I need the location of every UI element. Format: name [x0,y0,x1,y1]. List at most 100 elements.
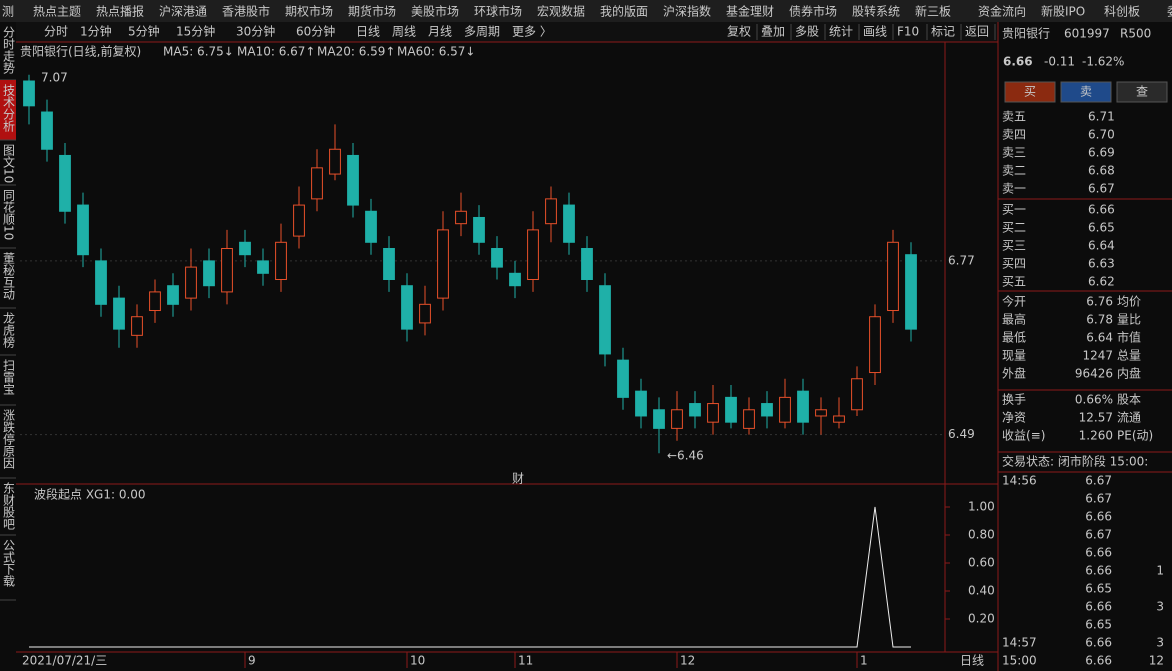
candle-body [761,403,773,417]
period-tab[interactable]: 5分钟 [128,24,160,39]
menu-item[interactable]: 新股IPO [1041,4,1085,19]
x-tick-label: 1 [860,654,868,668]
candle-body [185,266,197,299]
side-tab[interactable]: 技术分析 [2,84,16,133]
side-tab[interactable]: 东财股吧 [2,482,16,530]
trade-button-label[interactable]: 卖 [1080,85,1092,99]
side-tab[interactable]: 扫雷宝 [2,359,16,395]
tool-button[interactable]: 标记 [931,25,955,39]
book-price: 6.66 [1088,203,1115,217]
candle-body [95,260,107,305]
period-tab[interactable]: 60分钟 [296,24,335,39]
tool-button[interactable]: 画线 [863,25,887,39]
menu-item[interactable]: 基金理财 [726,4,774,19]
menu-item[interactable]: 沪深港通 [159,5,207,19]
menu-item[interactable]: 股转系统 [852,4,900,19]
book-label: 卖五 [1002,110,1026,124]
book-price: 6.70 [1088,128,1115,142]
book-label: 买四 [1002,257,1026,271]
tool-button[interactable]: 复权 [727,25,751,39]
menu-item[interactable]: 期权市场 [285,4,333,19]
tool-button[interactable]: 叠加 [761,25,785,39]
book-price: 6.63 [1088,257,1115,271]
candle-body [59,154,71,212]
trade-button-label[interactable]: 查 [1136,85,1148,99]
stat-label: 股本 [1117,393,1141,407]
candle-body [473,216,485,243]
candle-body [617,359,629,398]
stat-label: 最高 [1002,312,1026,327]
candle-body [725,396,737,423]
menu-item[interactable]: 环球市场 [474,4,522,19]
side-tab[interactable]: 涨跌停原因 [2,408,16,469]
menu-item[interactable]: 热点播报 [96,4,144,19]
candle-body [383,247,395,281]
menu-item[interactable]: 我的版面 [600,4,648,19]
trade-button[interactable] [1060,81,1112,103]
period-tab[interactable]: 日线 [356,25,380,39]
side-tab[interactable]: 龙虎榜 [2,312,16,349]
tick-price: 6.66 [1085,654,1112,668]
menu-item[interactable]: 期货市场 [348,4,396,19]
trade-button-label[interactable]: 买 [1024,85,1036,99]
menu-item[interactable]: 债券市场 [789,4,837,19]
period-tab[interactable]: 30分钟 [236,24,275,39]
trade-button[interactable] [1004,81,1056,103]
menu-item[interactable]: 新三板 [915,4,951,19]
candle-body [581,247,593,281]
menu-item[interactable]: 沪深指数 [663,4,711,19]
candle-body [455,210,467,225]
period-tab[interactable]: 周线 [392,25,416,39]
menu-item[interactable]: 宏观数据 [537,4,585,19]
trade-button[interactable] [1116,81,1168,103]
tool-button[interactable]: 多股 [795,25,819,39]
candle-body [743,409,755,429]
tool-button[interactable]: 返回 [965,25,989,39]
candle-body [113,297,125,330]
menu-item[interactable]: 热点主题 [33,5,81,19]
tool-button[interactable]: F10 [897,25,919,39]
period-tab[interactable]: 15分钟 [176,24,215,39]
candle-body [293,204,305,237]
indicator-title: 波段起点 XG1: 0.00 [34,487,146,502]
side-tab[interactable]: 图文10 [2,144,16,183]
stat-label: 收益(≡) [1002,429,1045,443]
side-tab[interactable]: 董秘互动 [2,252,16,300]
menu-item[interactable]: 香港股市 [222,4,270,19]
tick-time: 14:57 [1002,636,1037,650]
candle-body [653,409,665,429]
stat-label: 市值 [1117,330,1141,345]
menu-item[interactable]: 科创板 [1104,5,1140,19]
stock-code: 601997 [1064,27,1110,41]
menu-item[interactable]: 测 [2,5,14,19]
period-tab[interactable]: 更多 〉 [512,25,552,39]
candle-body [221,247,233,293]
menu-item[interactable]: 委 [1167,5,1172,19]
period-tab[interactable]: 分时 [44,25,68,39]
stat-label: 流通 [1117,411,1141,425]
candle-body [779,396,791,423]
period-tab[interactable]: 多周期 [464,25,500,39]
candle-body [707,403,719,423]
menu-item[interactable]: 资金流向 [978,4,1026,19]
book-price: 6.65 [1088,221,1115,235]
period-tab[interactable]: 月线 [428,25,452,39]
book-label: 卖二 [1002,164,1026,178]
indicator-line [29,506,911,648]
tick-price: 6.65 [1085,582,1112,596]
candle-body [851,378,863,411]
side-tab[interactable]: 公式下载 [2,539,16,588]
tick-volume: 12 [1149,654,1164,668]
stat-label: 换手 [1002,393,1026,407]
side-tab[interactable]: 分时走势 [2,26,16,74]
stat-value: 1247 [1082,349,1113,363]
stat-label: PE(动) [1117,429,1153,443]
menu-item[interactable]: 美股市场 [411,4,459,19]
stat-label: 外盘 [1002,366,1026,381]
side-tab[interactable]: 同花顺10 [2,189,16,240]
tool-button[interactable]: 统计 [829,25,853,39]
candle-body [887,241,899,312]
period-tab[interactable]: 1分钟 [80,24,112,39]
